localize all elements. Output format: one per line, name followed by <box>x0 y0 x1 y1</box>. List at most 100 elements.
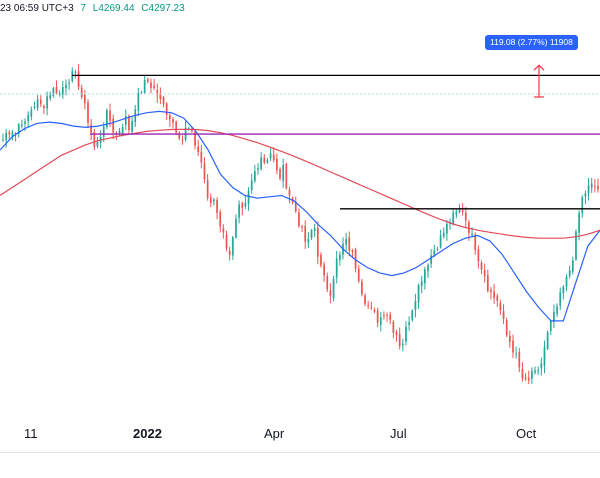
candle-down <box>593 185 596 187</box>
candle-down <box>77 71 80 88</box>
candle-down <box>512 340 514 353</box>
candle-down <box>285 163 288 189</box>
candle-down <box>128 115 130 131</box>
candle-up <box>571 260 574 272</box>
candle-down <box>178 134 181 139</box>
candle-up <box>332 278 335 299</box>
candle-down <box>392 321 395 333</box>
candle-up <box>269 153 272 159</box>
candle-down <box>39 99 42 104</box>
measure-label: 119.08 (2.77%) 11908 <box>485 35 578 50</box>
candle-up <box>5 133 8 141</box>
candle-down <box>508 336 511 342</box>
candle-down <box>115 132 118 134</box>
candle-up <box>33 106 36 108</box>
candle-down <box>109 110 111 121</box>
candle-down <box>464 212 467 221</box>
candle-up <box>442 232 445 237</box>
candle-up <box>260 157 263 169</box>
candle-up <box>531 371 533 379</box>
candle-up <box>417 285 420 303</box>
x-tick-label: Oct <box>516 426 537 441</box>
candle-up <box>515 353 518 355</box>
candle-down <box>172 118 174 123</box>
candle-down <box>320 254 322 266</box>
candle-up <box>140 92 143 94</box>
candle-down <box>521 368 524 379</box>
candle-down <box>483 269 486 277</box>
candle-up <box>345 239 348 245</box>
candle-down <box>316 227 319 257</box>
candle-down <box>398 334 401 347</box>
candle-down <box>80 87 83 98</box>
candle-up <box>562 286 565 294</box>
candle-up <box>106 110 108 128</box>
candle-down <box>222 228 225 233</box>
candle-down <box>276 158 278 171</box>
candle-down <box>361 281 363 294</box>
candle-up <box>543 347 546 366</box>
candle-down <box>357 268 360 281</box>
candle-down <box>502 311 505 319</box>
candle-up <box>537 370 540 372</box>
candle-down <box>329 290 332 296</box>
candle-up <box>578 213 580 233</box>
candle-up <box>257 168 259 170</box>
candle-down <box>518 351 521 368</box>
candle-up <box>401 343 404 346</box>
candle-down <box>55 87 58 94</box>
candle-up <box>213 199 215 202</box>
candle-up <box>266 160 269 163</box>
x-tick-label: 2022 <box>133 426 162 441</box>
candle-up <box>411 310 414 320</box>
candle-up <box>137 92 140 111</box>
candle-down <box>477 249 480 262</box>
candle-up <box>102 126 105 137</box>
candle-down <box>367 305 370 307</box>
candle-down <box>203 163 206 180</box>
candle-up <box>534 370 536 373</box>
candle-up <box>446 223 448 234</box>
candle-up <box>244 202 247 207</box>
candle-down <box>461 210 464 213</box>
candle-down <box>279 168 281 179</box>
candle-down <box>288 189 291 196</box>
ohlc-legend: 23 06:59 UTC+3 7 L4269.44 C4297.23 <box>0 3 189 14</box>
ma-fast-line <box>0 110 600 322</box>
candle-up <box>405 326 407 342</box>
candle-up <box>96 141 99 147</box>
candle-down <box>228 250 231 255</box>
candle-up <box>590 183 593 188</box>
price-plot[interactable] <box>0 0 600 452</box>
candle-down <box>499 303 502 311</box>
candle-up <box>52 88 55 96</box>
candle-down <box>200 151 203 163</box>
candle-down <box>323 264 325 276</box>
candle-down <box>493 291 495 299</box>
candle-up <box>30 109 33 117</box>
candle-down <box>14 133 17 135</box>
candle-up <box>58 93 61 95</box>
candle-down <box>156 90 159 96</box>
candle-up <box>71 71 74 82</box>
candle-down <box>348 237 351 251</box>
candle-up <box>455 211 458 215</box>
candle-up <box>338 254 341 260</box>
candle-down <box>272 154 275 160</box>
candle-down <box>43 106 45 109</box>
candle-up <box>436 249 439 251</box>
candle-down <box>395 332 398 336</box>
candle-up <box>238 204 240 218</box>
candle-up <box>121 127 124 134</box>
candle-down <box>90 124 93 133</box>
candle-down <box>354 249 357 269</box>
x-axis-line <box>0 452 600 453</box>
candle-up <box>247 190 250 204</box>
candle-up <box>559 292 562 306</box>
candle-up <box>546 332 549 349</box>
x-tick-label: 11 <box>24 426 38 441</box>
candle-down <box>219 211 222 227</box>
candle-down <box>8 132 11 135</box>
candle-up <box>231 237 234 256</box>
